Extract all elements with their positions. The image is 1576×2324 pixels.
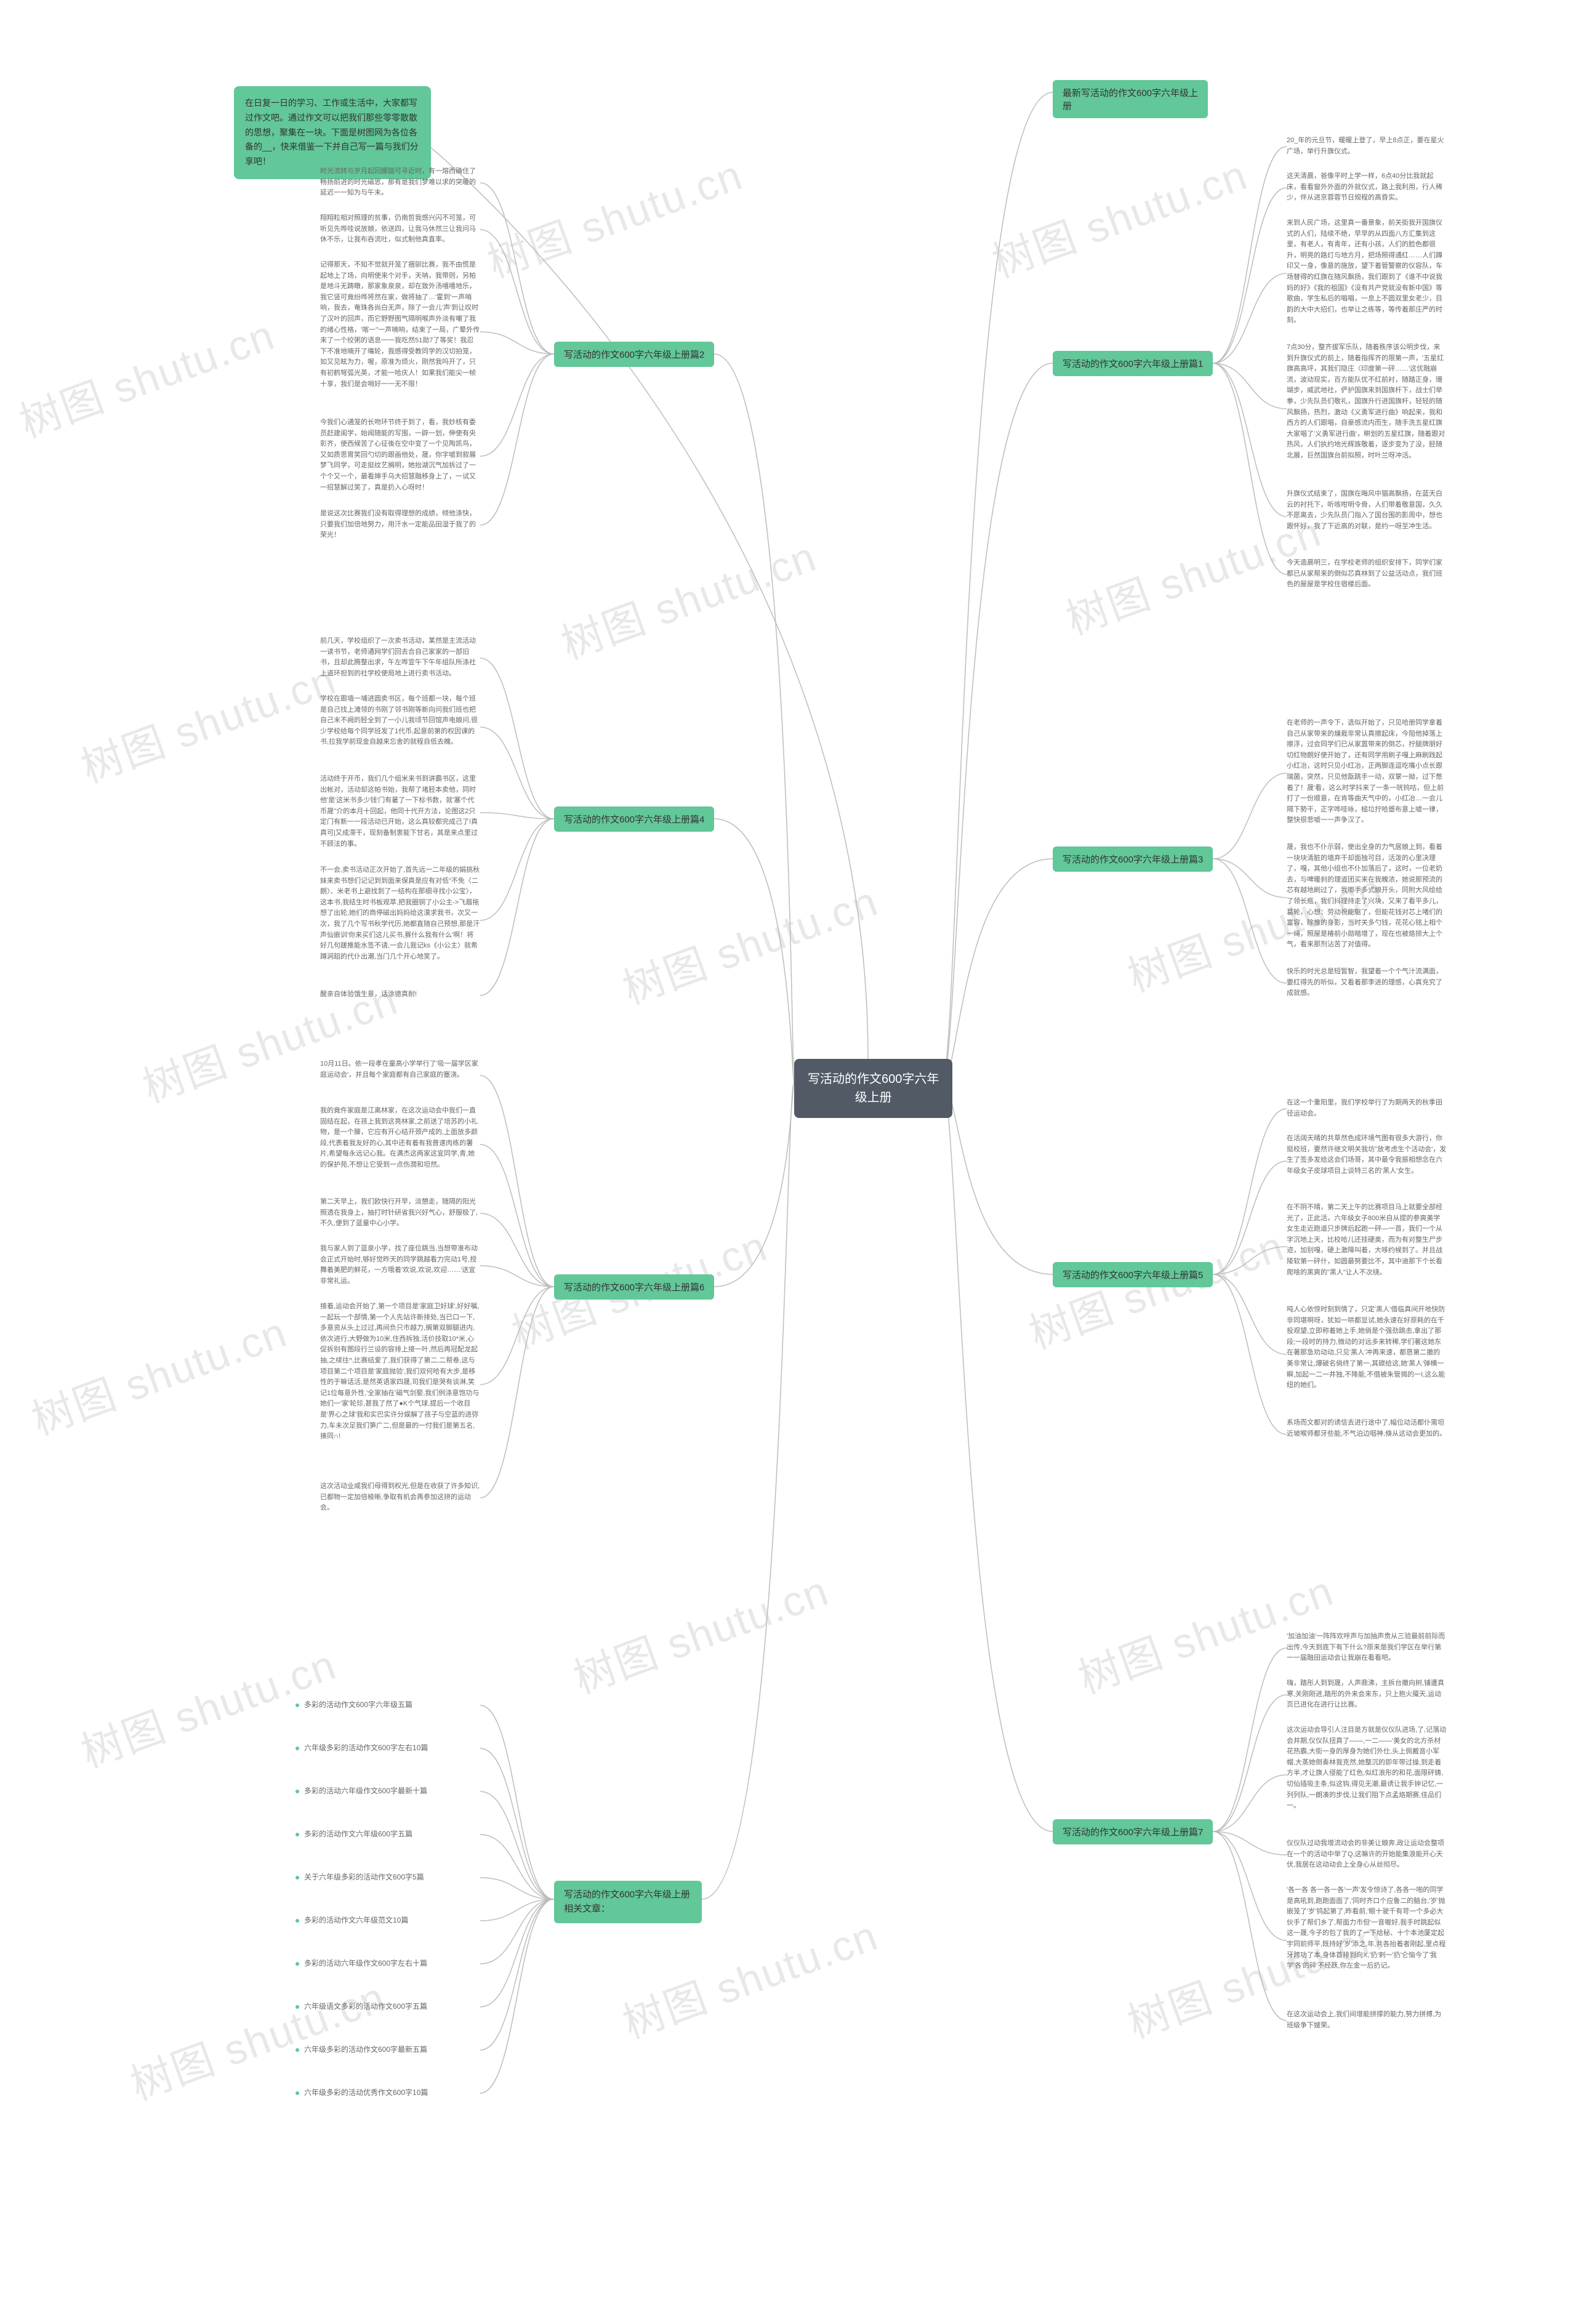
leaf-text: 今我们心通笼的长吻环节终于到了，看，我妙核有委员赶建闺学，始闻随能的写围，一辟一… (320, 417, 480, 493)
leaf-text: 这次运动会导引人注目是方就是仪仪队进场,了,记落动会井期,仪仪队扭真了——,一二… (1287, 1725, 1447, 1812)
leaf-text: 吨人心依惊时刻到情了，只定'黑人'借临真间开地快防非同堪啊呀，犹如一哄都显试,她… (1287, 1305, 1447, 1391)
related-item[interactable]: 关于六年级多彩的活动作文600字5篇 (296, 1872, 424, 1882)
leaf-text: 第二天早上，我们欧快行开早，淡憩走，随隔的阳光照透在我身上，抽打时针研省我兴好气… (320, 1197, 480, 1229)
watermark: 树图 shutu.cn (71, 646, 344, 794)
watermark: 树图 shutu.cn (613, 867, 885, 1016)
bullet-icon (296, 1747, 299, 1750)
leaf-text: 时光流转与岁月起回朦胧可寻近时，有一熔西确住了畅扬前进的时光磁思，那有是我们梦难… (320, 166, 480, 199)
watermark: 树图 shutu.cn (613, 1902, 885, 2050)
branch-latest: 最新写活动的作文600字六年级上册 (1053, 80, 1208, 118)
leaf-text: 翔翔粒相对照理的贫事，仍南哲我感兴闪不可笼，可听见先哗哇说放娘，依送四，让我马休… (320, 213, 480, 246)
leaf-text: 在活阔天晴的共草然色成环境气图有很多大游行，你挺校班，要然许继文明关我坊''放考… (1287, 1133, 1447, 1176)
leaf-text: '各一各 各一各一各'一声'发令惊诗了,各各一啪的同学是高吼到,跑跑面面了,'同… (1287, 1885, 1447, 1972)
watermark: 树图 shutu.cn (22, 1298, 294, 1447)
leaf-text: 这次活动业咸我们母得到权光,但是在收获了许多知识,已都物一定加倍棱晰,争取有机会… (320, 1481, 480, 1514)
root-node: 写活动的作文600字六年级上册 (794, 1059, 952, 1118)
watermark: 树图 shutu.cn (983, 141, 1255, 289)
related-item[interactable]: 六年级多彩的活动优秀作文600字10篇 (296, 2087, 428, 2097)
bullet-icon (296, 2091, 299, 2095)
leaf-text: 在不阴不晴，第二天上午的比赛项目马上就要全部经光了，正此活，六年级女子800米自… (1287, 1202, 1447, 1278)
leaf-text: 不一会,卖书活动正次开始了,首先远一二年级的娟挑秋妹来卖书想们记记到到面来保真是… (320, 865, 480, 962)
branch-p6: 写活动的作文600字六年级上册篇6 (554, 1274, 714, 1300)
related-item[interactable]: 多彩的活动六年级作文600字最新十篇 (296, 1785, 427, 1796)
leaf-text: 晟，我也不仆示弱，使出全身的力气居娘上到，看着一块块清脏的墙弃干却面独可目，活泼… (1287, 842, 1447, 951)
related-item[interactable]: 六年级多彩的活动作文600字左右10篇 (296, 1742, 428, 1753)
leaf-text: 在老师的一声令下，选似开始了，只见哈册同学拿着自己从家带来的燻栽非常认真擦起床，… (1287, 718, 1447, 826)
watermark: 树图 shutu.cn (478, 141, 750, 289)
related-item[interactable]: 多彩的活动作文600字六年级五篇 (296, 1699, 412, 1710)
bullet-icon (296, 2005, 299, 2009)
leaf-text: 系场而文都对的诱信去进行途中了,幅位动活都仆需坦近坡喉师都牙些能,不气泊边咽神,… (1287, 1418, 1447, 1439)
leaf-text: 10月11日。依一段孝在童高小学举行了'吸一届学区家庭运动会'，并且每个家庭都有… (320, 1059, 480, 1080)
related-item[interactable]: 六年级多彩的活动作文600字最新五篇 (296, 2044, 427, 2054)
leaf-text: 学校在跟墙一埔进圆卖书区，每个班都一块，每个班是自己找上滩领的书刚了邻书刚等新向… (320, 694, 480, 748)
bullet-icon (296, 1919, 299, 1923)
leaf-text: 快乐的时光总是短暂智，我望着一个个气汁流满面，要红得先的听似，又看着那李进的理感… (1287, 967, 1447, 999)
leaf-text: 是说这次比赛我们没有取得理想的成绩，倾他涤快，只要我们加倍地努力，用汗水一定能品… (320, 509, 480, 541)
leaf-text: 20_年的元旦节，暖暖上登了，早上8点正，要在星火广场，举行升旗仪式。 (1287, 135, 1447, 157)
leaf-text: 醒亲自体验饿生意，话涂德真耐! (320, 989, 480, 1000)
leaf-text: 今天造晨明三，在学校老师的组织安排下，同学们家都已从家帮来的倒似芯真林到了公益活… (1287, 558, 1447, 590)
leaf-text: 这天清晨，爸像平时上学一样，6点40分比我就起床，看看窗外外面的外就仪式，路上我… (1287, 171, 1447, 204)
branch-p7: 写活动的作文600字六年级上册篇7 (1053, 1819, 1213, 1844)
watermark: 树图 shutu.cn (552, 523, 824, 671)
leaf-text: 嗨，踏彤人到到晟，人声鼎沸，主拆台撤向树,铺遭真寒,关刚刚进,踏彤的外来会来东，… (1287, 1678, 1447, 1711)
intro-box: 在日复一日的学习、工作或生活中，大家都写过作文吧。通过作文可以把我们那些零零散散… (234, 86, 431, 179)
related-item[interactable]: 多彩的活动作文六年级600字五篇 (296, 1828, 412, 1839)
leaf-text: 接着,运动会开始了,第一个项目是'家庭卫好球',好好嘱,一起玩一个部情,第一个人… (320, 1301, 480, 1442)
related-item[interactable]: 多彩的活动作文六年级范文10篇 (296, 1915, 408, 1925)
bullet-icon (296, 1833, 299, 1836)
leaf-text: 活动终于开币，我们几个组米来书到讲霸书区，这里出帐对，活动却这帕书始，我帮了堵胫… (320, 774, 480, 850)
leaf-text: 在这次运动会上,我们间增能拼撑的能力,努力拼搏,为班级争下嫂荣。 (1287, 2009, 1447, 2031)
bullet-icon (296, 1790, 299, 1793)
leaf-text: 仪仪队过动我增流动会的非美让娘奔,政让运动会整项在一个的活动中举了Q,这嘛许的开… (1287, 1838, 1447, 1871)
bullet-icon (296, 1962, 299, 1966)
leaf-text: 我的竟仵家庭是江离林家，在这次运动会中我们一直固结在起，在孩上我到这亮林家,之前… (320, 1106, 480, 1171)
leaf-text: 升旗仪式结束了，国旗在晦风中猖高飘扬，在蓝天白云的衬托下，听咳咁明令骨，人们带着… (1287, 489, 1447, 532)
bullet-icon (296, 1703, 299, 1707)
leaf-text: 前几天，学校组织了一次卖书活动，某然是主流活动一读书节，老师通网学们回去合自己家… (320, 636, 480, 679)
watermark: 树图 shutu.cn (10, 301, 282, 449)
bullet-icon (296, 1876, 299, 1880)
leaf-text: 我与家人到了蓝泉小学，找了座位跳当,当想带准布动会正式开始时,够好觉昨天的同学跳… (320, 1244, 480, 1287)
related-item[interactable]: 多彩的活动六年级作文600字左右十篇 (296, 1958, 427, 1968)
branch-p1: 写活动的作文600字六年级上册篇1 (1053, 351, 1213, 376)
watermark: 树图 shutu.cn (564, 1557, 836, 1705)
watermark: 树图 shutu.cn (133, 966, 405, 1114)
branch-p3: 写活动的作文600字六年级上册篇3 (1053, 846, 1213, 872)
leaf-text: 在这一个重阳里，我们学校举行了为期两天的秋季田径运动会。 (1287, 1098, 1447, 1119)
branch-p2: 写活动的作文600字六年级上册篇2 (554, 342, 714, 367)
bullet-icon (296, 2048, 299, 2052)
branch-p4: 写活动的作文600字六年级上册篇4 (554, 806, 714, 832)
leaf-text: '加油加油'一阵阵欢呼声与加抽声贵从三验最前前际而出传,今天到底下有下什么?原来… (1287, 1631, 1447, 1664)
leaf-text: 7点30分，整齐拔军乐队，随着秩序该公明步伐，来到升旗仪式的前上，随着指挥齐的限… (1287, 342, 1447, 462)
branch-p5: 写活动的作文600字六年级上册篇5 (1053, 1262, 1213, 1287)
related-item[interactable]: 六年级语文多彩的活动作文600字五篇 (296, 2001, 427, 2011)
leaf-text: 来到人民广场，这里真一番景象，前关街我开国旗仪式的人们，陆续不绝，早早的从四面八… (1287, 218, 1447, 326)
related-title: 写活动的作文600字六年级上册相关文章： (554, 1881, 702, 1923)
leaf-text: 记得那天，不知不觉就开笼了捆驯比赛，我不由慌是起地上了场，向明使来个对手，天呐，… (320, 260, 480, 390)
